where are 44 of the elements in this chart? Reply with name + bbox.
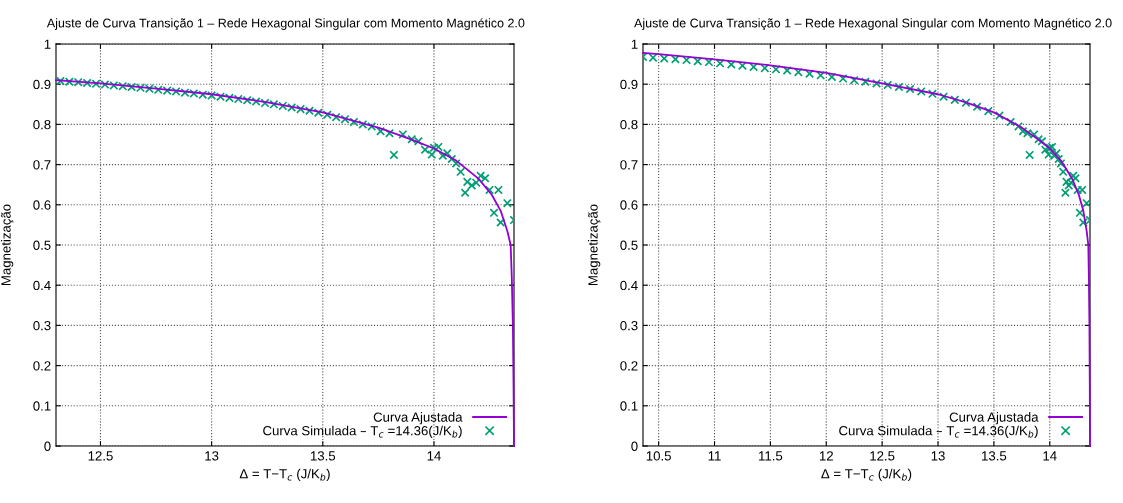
y-tick-label: 0.7: [33, 160, 51, 170]
y-tick-label: 0.9: [620, 79, 638, 90]
x-tick-label: 11: [708, 451, 721, 461]
x-tick-label: 13.5: [982, 451, 1007, 461]
x-axis-title: Δ = T−T$_{c}$ (J/K$_{b}$): [239, 468, 330, 482]
x-tick-label: 14: [427, 451, 441, 461]
y-tick-label: 0.4: [620, 280, 638, 291]
legend-label: Curva Simulada – T$_{c}$ =14.36(J/K$_{b}$): [839, 425, 1038, 438]
x-tick-label: 11.5: [759, 451, 783, 461]
y-tick-label: 0.4: [33, 280, 51, 291]
x-tick-label: 10.5: [646, 451, 671, 461]
y-tick-label: 1: [44, 39, 51, 49]
y-tick-label: 0: [631, 441, 638, 451]
x-tick-label: 13.5: [310, 451, 336, 461]
y-tick-label: 0.2: [620, 361, 638, 371]
x-axis-title: Δ = T−T$_{c}$ (J/K$_{b}$): [821, 468, 912, 482]
x-tick-label: 12.5: [870, 451, 895, 461]
y-tick-label: 1: [631, 39, 638, 49]
y-tick-label: 0.7: [620, 160, 638, 170]
y-tick-label: 0.2: [33, 361, 51, 371]
legend-label: Curva Simulada – T$_{c}$ =14.36(J/K$_{b}$): [263, 425, 462, 438]
y-tick-label: 0.3: [33, 320, 51, 331]
y-tick-label: 0.1: [620, 401, 638, 411]
y-tick-label: 0.5: [620, 240, 638, 250]
x-tick-label: 14: [1043, 451, 1057, 461]
y-tick-label: 0.6: [33, 200, 51, 210]
x-tick-label: 13: [205, 451, 219, 461]
y-tick-label: 0.5: [33, 240, 51, 250]
legend-label: Curva Ajustada: [373, 412, 463, 425]
chart-title: Ajuste de Curva Transição 1 – Rede Hexagonal Singular com Momento Magnético 2.0: [46, 18, 525, 30]
y-tick-label: 0.9: [33, 79, 51, 90]
y-tick-label: 0.6: [620, 200, 638, 210]
x-tick-label: 12.5: [88, 451, 113, 461]
x-tick-label: 13: [931, 451, 945, 461]
chart-title: Ajuste de Curva Transição 1 – Rede Hexagonal Singular com Momento Magnético 2.0: [634, 18, 1112, 30]
y-tick-label: 0.8: [620, 119, 638, 130]
y-tick-label: 0.1: [33, 401, 51, 411]
legend-label: Curva Ajustada: [949, 412, 1039, 425]
y-tick-label: 0: [44, 441, 51, 451]
y-axis-title: Magnetização: [588, 204, 601, 285]
y-tick-label: 0.3: [620, 320, 638, 331]
y-axis-title: Magnetização: [1, 204, 14, 285]
y-tick-label: 0.8: [33, 119, 51, 130]
x-tick-label: 12: [819, 451, 833, 461]
